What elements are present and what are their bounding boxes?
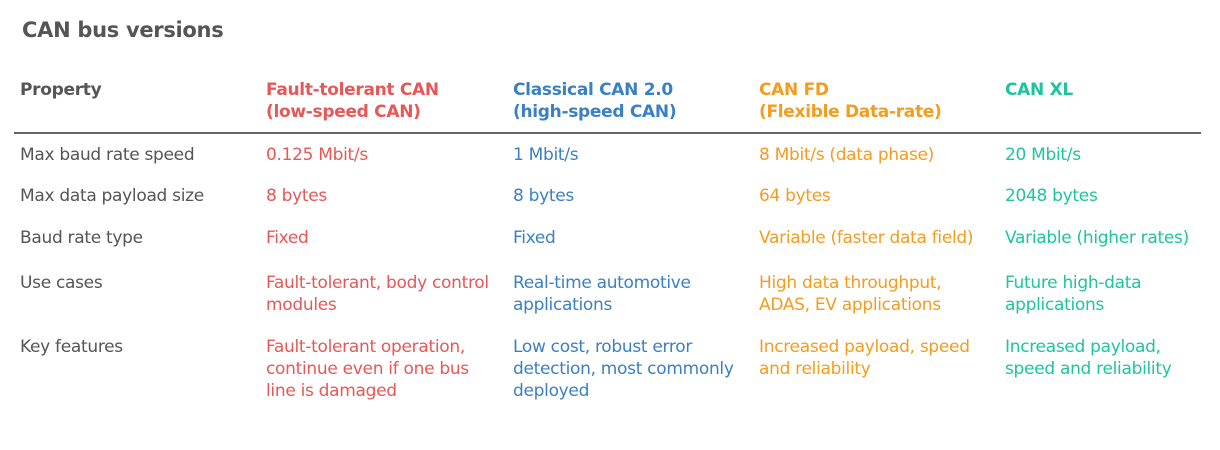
cell-can-xl: Variable (higher rates): [1005, 228, 1189, 248]
cell-fault-tolerant-can: Fault-tolerant, body control modules: [266, 273, 489, 315]
cell-classical-can: Real-time automotive applications: [513, 273, 691, 315]
header-property: Property: [20, 80, 102, 100]
cell-property: Baud rate type: [20, 228, 143, 248]
header-can-fd: CAN FD (Flexible Data-rate): [759, 80, 942, 122]
cell-fault-tolerant-can: 8 bytes: [266, 186, 327, 206]
header-divider: [14, 132, 1201, 134]
cell-fault-tolerant-can: Fault-tolerant operation, continue even …: [266, 337, 469, 401]
cell-classical-can: Low cost, robust error detection, most c…: [513, 337, 734, 401]
cell-classical-can: 1 Mbit/s: [513, 145, 579, 165]
header-classical-can: Classical CAN 2.0 (high-speed CAN): [513, 80, 677, 122]
cell-fault-tolerant-can: 0.125 Mbit/s: [266, 145, 368, 165]
header-fault-tolerant-can: Fault-tolerant CAN (low-speed CAN): [266, 80, 439, 122]
cell-can-fd: 8 Mbit/s (data phase): [759, 145, 935, 165]
cell-fault-tolerant-can: Fixed: [266, 228, 309, 248]
cell-can-xl: Future high-data applications: [1005, 273, 1142, 315]
page-title: CAN bus versions: [22, 18, 224, 42]
cell-can-xl: 20 Mbit/s: [1005, 145, 1081, 165]
cell-can-fd: Increased payload, speed and reliability: [759, 337, 970, 379]
cell-can-fd: 64 bytes: [759, 186, 831, 206]
cell-property: Key features: [20, 337, 123, 357]
cell-classical-can: 8 bytes: [513, 186, 574, 206]
cell-can-xl: 2048 bytes: [1005, 186, 1098, 206]
cell-property: Max baud rate speed: [20, 145, 195, 165]
cell-can-xl: Increased payload, speed and reliability: [1005, 337, 1172, 379]
cell-can-fd: High data throughput, ADAS, EV applicati…: [759, 273, 942, 315]
cell-can-fd: Variable (faster data field): [759, 228, 974, 248]
cell-classical-can: Fixed: [513, 228, 556, 248]
cell-property: Max data payload size: [20, 186, 204, 206]
header-can-xl: CAN XL: [1005, 80, 1073, 100]
cell-property: Use cases: [20, 273, 103, 293]
